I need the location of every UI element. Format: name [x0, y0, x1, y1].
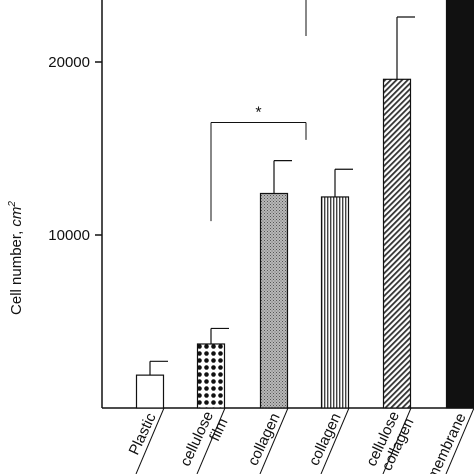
y-axis-label: Cell number, cm2: [7, 201, 25, 315]
significance-star: *: [255, 105, 261, 122]
category-label-5: cellulosecollagen: [363, 409, 418, 474]
category-tick-3: [259, 407, 289, 474]
y-axis-label-text: Cell number,: [8, 227, 25, 315]
y-tick-label: 20000: [48, 54, 90, 71]
y-axis-label-superscript: 2: [7, 201, 18, 208]
category-label-line: membrane: [424, 411, 470, 474]
bar-5: [382, 78, 412, 409]
category-tick-6: [445, 407, 474, 474]
category-label-6: membrane: [424, 411, 470, 474]
category-label-2: cellulosefilm: [177, 409, 232, 474]
bars: [135, 0, 474, 409]
category-label-4: collagen: [306, 411, 345, 469]
bar-4: [320, 196, 350, 409]
annotations: *: [210, 0, 307, 222]
category-label-line: collagen: [245, 411, 284, 469]
bar-3: [259, 192, 289, 409]
y-tick-label: 10000: [48, 227, 90, 244]
bar-6: [445, 0, 474, 409]
category-label-1: Plastic: [126, 410, 160, 458]
category-tick-2: [196, 407, 226, 474]
category-label-line: Plastic: [126, 410, 160, 458]
bar-2: [196, 343, 226, 409]
y-axis-label-unit: cm: [8, 207, 25, 227]
category-label-3: collagen: [245, 411, 284, 469]
bar-1: [135, 374, 165, 409]
category-tick-1: [135, 407, 165, 474]
category-tick-4: [320, 407, 350, 474]
category-label-line: collagen: [306, 411, 345, 469]
category-tick-5: [382, 407, 412, 474]
